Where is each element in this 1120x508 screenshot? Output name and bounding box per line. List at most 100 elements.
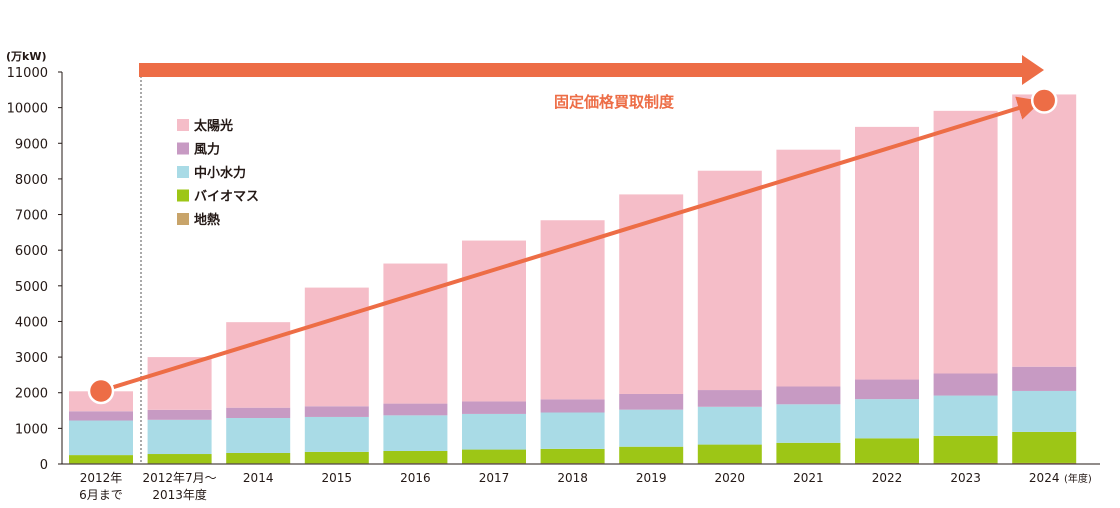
fit-banner: 固定価格買取制度: [139, 55, 1044, 114]
x-tick-label: 6月まで: [79, 488, 123, 502]
bar-segment: [855, 399, 919, 439]
bar-segment: [304, 451, 369, 464]
x-tick-label: 2015: [322, 471, 353, 485]
bar-stack: [304, 287, 369, 464]
y-tick-label: 3000: [15, 351, 48, 366]
bar-stack: [540, 220, 605, 464]
bar-segment: [776, 442, 841, 464]
x-tick-label: 2020: [715, 471, 746, 485]
legend-swatch: [177, 189, 189, 202]
legend-label: 風力: [194, 142, 220, 158]
bar-segment: [462, 401, 526, 414]
bar-segment: [855, 462, 919, 464]
y-tick-label: 0: [40, 458, 48, 473]
bar-segment: [304, 416, 369, 452]
bar-segment: [1012, 94, 1077, 367]
x-tick-label: 2016: [400, 471, 431, 485]
bar-segment: [226, 452, 291, 464]
bar-segment: [540, 448, 605, 464]
bar-segment: [540, 412, 605, 449]
x-tick-label: 2012年: [80, 471, 123, 485]
bar-segment: [933, 395, 998, 436]
bar-segment: [1012, 431, 1077, 463]
x-axis-unit: (年度): [1064, 472, 1092, 485]
bar-segment: [383, 263, 448, 404]
y-tick-label: 9000: [15, 137, 48, 152]
bar-segment: [1012, 462, 1077, 464]
bar-segment: [226, 407, 291, 419]
bar-segment: [933, 110, 998, 374]
bar-segment: [619, 409, 684, 447]
bar-segment: [383, 403, 448, 416]
bar-segment: [69, 411, 133, 421]
y-tick-label: 5000: [15, 280, 48, 295]
bar-segment: [462, 240, 526, 402]
legend-item: 地熱: [177, 212, 220, 228]
bar-segment: [697, 170, 762, 391]
trend-end-dot: [1030, 87, 1058, 114]
legend-label: バイオマス: [194, 190, 259, 205]
bar-segment: [304, 287, 369, 407]
bar-segment: [933, 462, 998, 464]
y-tick-label: 2000: [15, 387, 48, 402]
x-tick-label: 2024: [1029, 471, 1060, 485]
bar-stack: [933, 110, 998, 464]
x-tick-label: 2012年7月〜: [143, 471, 217, 485]
trend-arrow: [87, 87, 1058, 405]
trend-line: [100, 96, 1042, 393]
bars: [69, 94, 1077, 464]
bar-segment: [147, 419, 212, 455]
y-tick-label: 7000: [15, 209, 48, 224]
bar-segment: [1012, 390, 1077, 432]
legend-swatch: [177, 213, 189, 225]
x-tick-label: 2022: [872, 471, 903, 485]
legend-label: 中小水力: [194, 165, 246, 181]
bar-segment: [462, 449, 526, 464]
x-tick-label: 2021: [793, 471, 824, 485]
legend-label: 地熱: [194, 212, 220, 228]
trend-start-dot: [87, 377, 115, 405]
bar-segment: [933, 373, 998, 396]
x-tick-label: 2019: [636, 471, 667, 485]
y-tick-label: 6000: [15, 244, 48, 259]
x-tick-label: 2014: [243, 471, 274, 485]
bar-stack: [697, 170, 762, 464]
bar-segment: [855, 438, 919, 463]
bar-segment: [304, 406, 369, 417]
bar-segment: [776, 386, 841, 405]
legend-swatch: [177, 142, 189, 155]
y-tick-label: 10000: [7, 102, 48, 117]
x-tick-label: 2018: [557, 471, 588, 485]
x-tick-label: 2017: [479, 471, 510, 485]
bar-segment: [147, 454, 212, 464]
bar-segment: [619, 393, 684, 410]
legend-swatch: [177, 119, 189, 131]
bar-stack: [619, 194, 684, 464]
fit-banner-bar: [139, 63, 1025, 77]
fit-banner-label: 固定価格買取制度: [554, 93, 675, 111]
bar-stack: [462, 240, 526, 464]
bar-segment: [69, 420, 133, 456]
bar-stack: [855, 126, 919, 464]
legend-swatch: [177, 166, 189, 178]
bar-segment: [462, 413, 526, 450]
bar-stack: [1012, 94, 1077, 464]
bar-segment: [697, 444, 762, 464]
bar-segment: [147, 409, 212, 420]
bar-segment: [383, 450, 448, 464]
legend-item: バイオマス: [177, 189, 259, 205]
fit-banner-label-bg: [534, 88, 694, 114]
x-tick-label: 2013年度: [152, 487, 207, 502]
y-tick-label: 11000: [7, 66, 48, 81]
x-tick-label: 2023: [950, 471, 981, 485]
x-axis: 2012年 6月まで 2012年7月〜 2013年度 2014 2015 2016 2017 2…: [79, 471, 1059, 502]
legend-item: 中小水力: [177, 165, 246, 181]
bar-segment: [226, 418, 291, 453]
bar-segment: [933, 435, 998, 463]
bar-segment: [697, 406, 762, 445]
y-tick-label: 8000: [15, 173, 48, 188]
bar-segment: [540, 399, 605, 413]
bar-stack: [776, 149, 841, 464]
bar-segment: [619, 446, 684, 464]
